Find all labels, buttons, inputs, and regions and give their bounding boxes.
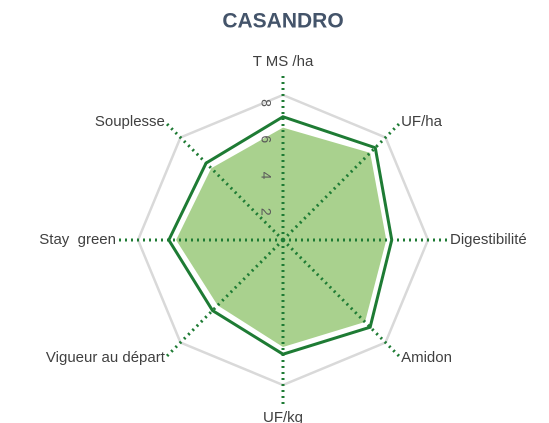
category-label: T MS /ha — [253, 53, 314, 70]
category-label: Stay green — [39, 231, 116, 248]
category-label: Souplesse — [95, 113, 165, 130]
category-label: Digestibilité — [450, 231, 527, 248]
chart-title: CASANDRO — [222, 10, 343, 33]
category-label: Amidon — [401, 349, 452, 366]
tick-label: 8 — [258, 99, 274, 107]
tick-label: 6 — [258, 135, 274, 143]
tick-label: 4 — [258, 172, 274, 180]
category-label: UF/kg — [263, 409, 303, 423]
category-label: Vigueur au départ — [46, 349, 166, 366]
category-label: UF/ha — [401, 113, 443, 130]
tick-label: 2 — [258, 208, 274, 216]
